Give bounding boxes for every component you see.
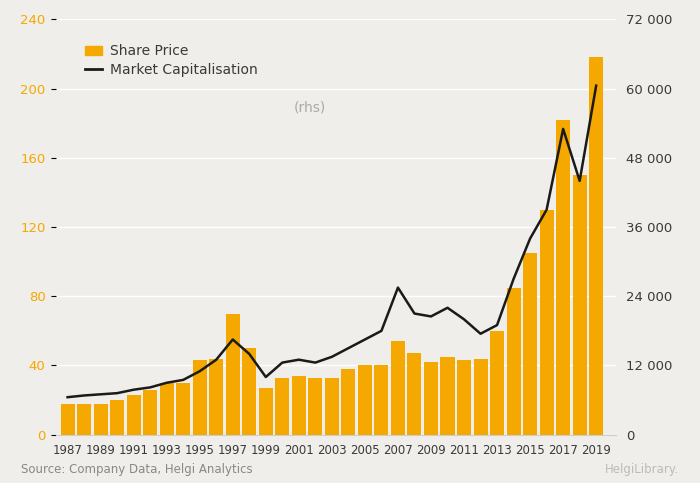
Bar bbox=[424, 362, 438, 435]
Bar bbox=[440, 357, 454, 435]
Bar bbox=[308, 378, 323, 435]
Bar bbox=[507, 287, 521, 435]
Bar bbox=[143, 390, 158, 435]
Legend: Share Price, Market Capitalisation : Share Price, Market Capitalisation bbox=[80, 39, 268, 83]
Bar bbox=[325, 378, 339, 435]
Bar bbox=[225, 313, 240, 435]
Bar bbox=[94, 404, 108, 435]
Bar bbox=[176, 383, 190, 435]
Bar bbox=[523, 253, 537, 435]
Bar bbox=[540, 210, 554, 435]
Bar bbox=[573, 175, 587, 435]
Bar bbox=[60, 404, 75, 435]
Bar bbox=[275, 378, 289, 435]
Bar bbox=[457, 360, 471, 435]
Bar bbox=[292, 376, 306, 435]
Bar bbox=[589, 57, 603, 435]
Bar bbox=[391, 341, 405, 435]
Bar bbox=[193, 360, 206, 435]
Bar bbox=[374, 366, 388, 435]
Bar bbox=[358, 366, 372, 435]
Bar bbox=[209, 358, 223, 435]
Bar bbox=[473, 358, 488, 435]
Bar bbox=[77, 404, 91, 435]
Bar bbox=[127, 395, 141, 435]
Text: HelgiLibrary.: HelgiLibrary. bbox=[605, 463, 679, 476]
Bar bbox=[110, 400, 124, 435]
Text: Source: Company Data, Helgi Analytics: Source: Company Data, Helgi Analytics bbox=[21, 463, 253, 476]
Bar bbox=[342, 369, 356, 435]
Text: (rhs): (rhs) bbox=[293, 100, 326, 114]
Bar bbox=[259, 388, 273, 435]
Bar bbox=[490, 331, 504, 435]
Bar bbox=[407, 354, 421, 435]
Bar bbox=[242, 348, 256, 435]
Bar bbox=[160, 383, 174, 435]
Bar bbox=[556, 120, 570, 435]
